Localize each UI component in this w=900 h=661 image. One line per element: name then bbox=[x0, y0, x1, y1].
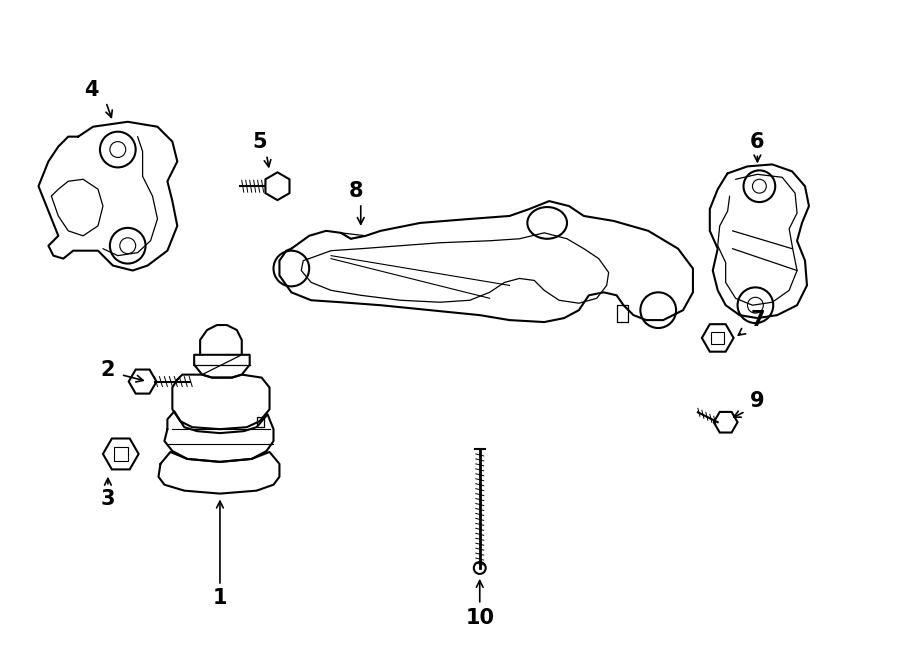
Text: 10: 10 bbox=[465, 607, 494, 627]
Text: 2: 2 bbox=[101, 360, 115, 379]
Text: 4: 4 bbox=[84, 80, 98, 100]
Text: 6: 6 bbox=[750, 132, 765, 151]
Text: 9: 9 bbox=[750, 391, 765, 411]
Text: 3: 3 bbox=[101, 488, 115, 508]
Text: 1: 1 bbox=[212, 588, 227, 607]
Text: 7: 7 bbox=[750, 310, 765, 330]
Text: 5: 5 bbox=[252, 132, 267, 151]
Text: 8: 8 bbox=[348, 181, 363, 201]
